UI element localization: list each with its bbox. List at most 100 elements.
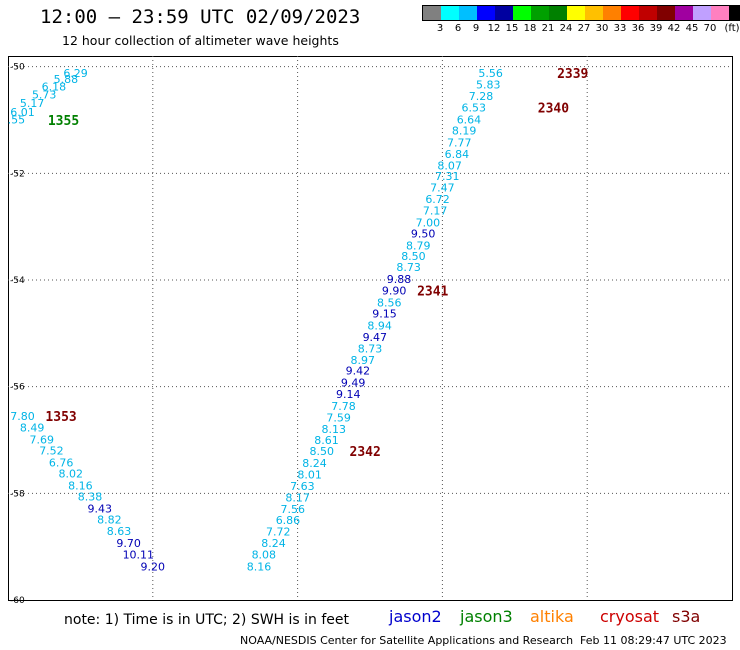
swh-label: 6.84 — [445, 148, 470, 161]
swh-label: 9.43 — [87, 502, 112, 515]
swh-label: 8.50 — [401, 250, 426, 263]
swh-label: 8.56 — [377, 296, 402, 309]
swh-label: 7.47 — [430, 182, 455, 195]
lat-tick-label: -56 — [10, 383, 25, 393]
legend-labels: 3 6 9 12 15 18 21 24 27 30 33 36 39 42 45 70 (ft) — [422, 21, 740, 35]
swh-label: 8.97 — [351, 354, 376, 367]
legend-label: (ft) — [724, 23, 740, 34]
swh-label: 8.13 — [322, 423, 347, 436]
swh-label: 8.73 — [396, 261, 421, 274]
swh-label: 8.24 — [302, 457, 327, 470]
lat-tick-label: -54 — [10, 276, 25, 286]
swh-label: 6.18 — [42, 80, 67, 93]
swh-label: 6.86 — [276, 514, 301, 527]
swh-label: 9.70 — [116, 537, 141, 550]
swh-label: 5.88 — [54, 73, 79, 86]
time-label: 2341 — [417, 285, 448, 300]
legend-swatch — [585, 6, 603, 20]
legend-swatch — [567, 6, 585, 20]
legend-label: 27 — [577, 23, 591, 34]
satellite-cryosat: cryosat — [600, 607, 660, 626]
legend-label: 15 — [505, 23, 519, 34]
swh-label: 9.14 — [336, 388, 361, 401]
map-frame — [8, 56, 733, 601]
legend-swatch — [459, 6, 477, 20]
swh-label: 8.24 — [261, 537, 286, 550]
legend-swatch — [621, 6, 639, 20]
swh-label: 9.20 — [141, 560, 166, 573]
swh-label: 7.72 — [266, 526, 291, 539]
legend-label: 6 — [454, 23, 462, 34]
credit-text: NOAA/NESDIS Center for Satellite Applica… — [240, 634, 574, 647]
swh-label: 8.73 — [358, 342, 383, 355]
color-legend: 3 6 9 12 15 18 21 24 27 30 33 36 39 42 45 70 (ft) — [422, 5, 740, 35]
legend-swatch — [603, 6, 621, 20]
legend-swatch — [513, 6, 531, 20]
swh-label: 8.49 — [20, 422, 45, 435]
legend-label: 12 — [487, 23, 501, 34]
swh-label: 8.79 — [406, 239, 431, 252]
legend-swatches — [422, 5, 740, 21]
swh-label: 7.17 — [423, 205, 448, 218]
lat-tick-label: -50 — [10, 63, 25, 73]
swh-label: 8.17 — [285, 492, 310, 505]
legend-label: 42 — [667, 23, 681, 34]
legend-swatch — [477, 6, 495, 20]
satellite-jason2: jason2 — [389, 607, 442, 626]
page-subtitle: 12 hour collection of altimeter wave hei… — [62, 33, 339, 48]
swh-label: 9.42 — [346, 365, 371, 378]
legend-swatch — [549, 6, 567, 20]
swh-label: 7.00 — [416, 216, 441, 229]
legend-label: 3 — [436, 23, 444, 34]
legend-label: 24 — [559, 23, 573, 34]
generated-timestamp: Feb 11 08:29:47 UTC 2023 — [580, 634, 727, 647]
swh-label: 9.90 — [382, 285, 407, 298]
legend-label: 33 — [613, 23, 627, 34]
satellite-altika: altika — [530, 607, 574, 626]
swh-label: 8.38 — [78, 491, 103, 504]
legend-swatch — [693, 6, 711, 20]
swh-label: 7.77 — [447, 136, 472, 149]
swh-label: 5.56 — [478, 67, 503, 80]
legend-swatch — [495, 6, 513, 20]
lat-tick-label: -60 — [10, 596, 25, 604]
swh-label: 7.78 — [331, 400, 356, 413]
swh-label: 8.07 — [437, 159, 462, 172]
legend-label: 18 — [523, 23, 537, 34]
footer-note: note: 1) Time is in UTC; 2) SWH is in fe… — [64, 612, 350, 628]
swh-label: 8.02 — [58, 468, 83, 481]
swh-label: 9.50 — [411, 228, 436, 241]
swh-label: 7.63 — [290, 480, 315, 493]
legend-label: 30 — [595, 23, 609, 34]
swh-label: 8.82 — [97, 513, 122, 526]
legend-label: 9 — [472, 23, 480, 34]
legend-label: 36 — [631, 23, 645, 34]
time-label: 1355 — [48, 114, 79, 129]
swh-label: 5.55 — [8, 113, 25, 126]
lat-tick-label: -58 — [10, 489, 25, 499]
swh-label: 6.64 — [457, 113, 482, 126]
swh-label: 7.31 — [435, 170, 460, 183]
swh-label: 8.94 — [367, 319, 392, 332]
satellite-s3a: s3a — [672, 607, 701, 626]
swh-label: 7.56 — [281, 503, 306, 516]
swh-label: 5.17 — [20, 97, 45, 110]
swh-label: 9.15 — [372, 308, 397, 321]
swh-label: 8.63 — [107, 525, 132, 538]
swh-label: 7.80 — [10, 410, 35, 423]
legend-swatch — [711, 6, 729, 20]
swh-label: 8.19 — [452, 125, 477, 138]
swh-label: 7.69 — [30, 433, 55, 446]
legend-label: 70 — [703, 23, 717, 34]
swh-label: 10.11 — [123, 549, 155, 562]
swh-label: 5.83 — [476, 78, 501, 91]
swh-label: 7.28 — [469, 90, 494, 103]
swh-label: 7.52 — [39, 445, 64, 458]
swh-label: 9.88 — [387, 273, 412, 286]
wave-height-map: -50-52-54-56-58-601351381411441471505.55… — [8, 56, 733, 604]
legend-label: 45 — [685, 23, 699, 34]
page-title: 12:00 – 23:59 UTC 02/09/2023 — [40, 6, 361, 28]
satellite-jason3: jason3 — [460, 607, 513, 626]
swh-label: 8.16 — [68, 479, 93, 492]
